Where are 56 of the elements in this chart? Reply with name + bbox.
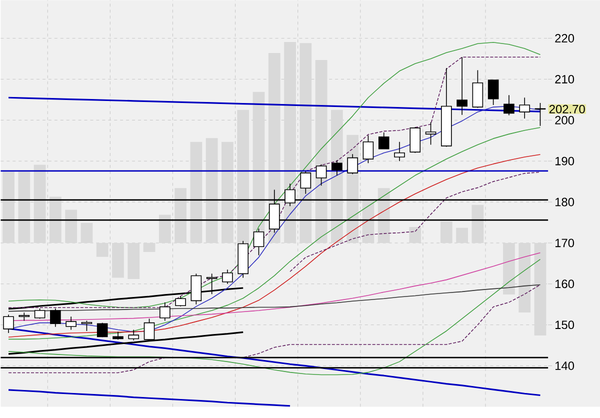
- candlestick: [160, 302, 170, 322]
- y-tick-label: 220: [555, 34, 574, 43]
- candlestick: [50, 308, 61, 328]
- bar: [80, 223, 93, 244]
- bar: [518, 243, 531, 313]
- bar: [96, 243, 108, 258]
- candlestick: [175, 296, 186, 308]
- y-tick-label: 190: [555, 157, 574, 166]
- bar: [503, 243, 515, 295]
- y-tick-label: 160: [555, 280, 574, 288]
- bar: [456, 228, 468, 244]
- y-tick-label: 210: [555, 75, 574, 84]
- candlestick: [456, 56, 468, 116]
- y-tick-label: 150: [555, 320, 574, 330]
- y-tick-label: 200: [555, 116, 574, 125]
- bar: [174, 188, 186, 244]
- bar: [378, 188, 390, 244]
- bar: [409, 227, 422, 244]
- candlestick: [519, 97, 530, 120]
- candlestick: [332, 160, 342, 176]
- candlestick: [66, 316, 76, 330]
- candlestick: [96, 322, 108, 338]
- bar: [2, 172, 14, 244]
- candlestick: [316, 164, 327, 186]
- bar: [534, 243, 546, 336]
- bar: [206, 138, 218, 244]
- bar: [34, 164, 46, 244]
- bar: [158, 214, 171, 244]
- candlestick: [488, 80, 499, 106]
- text: 202.70: [549, 105, 585, 114]
- bar: [190, 142, 202, 244]
- candlestick: [425, 122, 436, 146]
- candlestick: [3, 314, 14, 334]
- bar: [49, 196, 62, 244]
- candlestick: [222, 269, 233, 285]
- bar: [112, 243, 124, 278]
- candlestick: [504, 94, 514, 116]
- y-tick-label: 140: [555, 362, 574, 370]
- bar: [330, 110, 343, 244]
- candlestick: [362, 135, 374, 164]
- bar: [472, 205, 484, 244]
- bar: [440, 222, 452, 244]
- line-series: [290, 172, 541, 272]
- candlestick: [81, 320, 92, 332]
- candlestick: [394, 142, 405, 162]
- candlestick: [347, 154, 358, 175]
- bar: [18, 172, 30, 244]
- bar: [222, 142, 234, 244]
- y-tick-label: 170: [555, 238, 574, 248]
- candlestick: [300, 171, 312, 194]
- bar: [65, 210, 78, 244]
- bar: [143, 243, 156, 252]
- candlestick: [378, 132, 390, 150]
- candlestick: [253, 228, 264, 256]
- bar: [128, 243, 140, 280]
- y-tick-label: 180: [555, 198, 574, 206]
